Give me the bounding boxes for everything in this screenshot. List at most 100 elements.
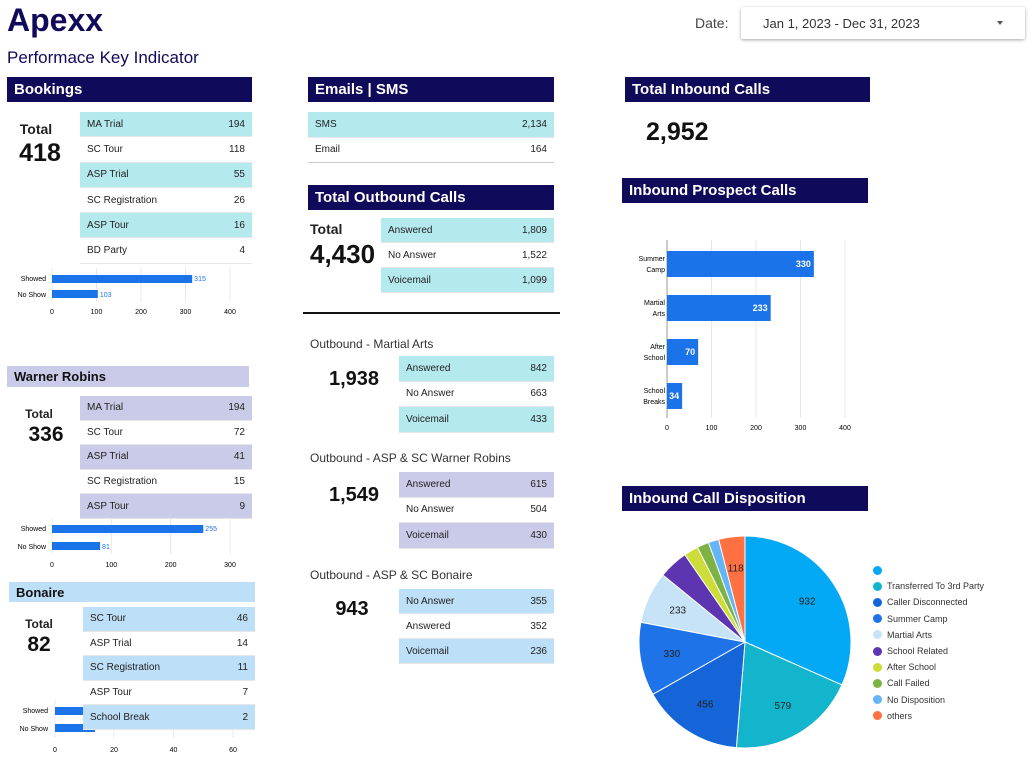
legend-item[interactable]: Martial Arts: [873, 627, 984, 643]
warner-show-chart: Showed No Show 255 81 0 100 200 300: [18, 518, 236, 569]
legend-label: Call Failed: [887, 678, 930, 689]
ob-bonaire-table: No Answer 355 Answered 352 Voicemail 236: [399, 589, 554, 664]
legend-item[interactable]: Caller Disconnected: [873, 594, 984, 610]
table-row: No Answer 504: [399, 498, 554, 523]
legend-swatch-icon: [873, 695, 882, 705]
table-row: SC Registration 26: [80, 188, 252, 214]
legend-swatch-icon: [873, 565, 882, 575]
bar-value-label: 34: [669, 391, 679, 401]
axis-tick: 300: [180, 309, 192, 316]
axis-tick: 200: [135, 309, 147, 316]
table-row: SC Tour 118: [80, 137, 252, 163]
table-row: SMS 2,134: [308, 112, 554, 138]
slice-value-label: 579: [775, 701, 792, 712]
table-row: ASP Trial 41: [80, 445, 252, 470]
bonaire-table: SC Tour 46 ASP Trial 14 SC Registration 11 …: [83, 607, 255, 730]
legend-label: Martial Arts: [887, 629, 933, 640]
outbound-header: Total Outbound Calls: [308, 185, 554, 210]
ob-martial-title: Outbound - Martial Arts: [310, 337, 434, 351]
pie-slice[interactable]: [735, 641, 843, 749]
table-row: No Answer 355: [399, 589, 554, 614]
legend-label: Caller Disconnected: [887, 597, 968, 608]
bar-value-label: 81: [102, 544, 110, 551]
bar-showed: [52, 275, 193, 283]
ob-martial-total: 1,938: [328, 368, 380, 390]
legend-swatch-icon: [873, 678, 882, 688]
legend-item[interactable]: After School: [873, 659, 984, 675]
table-row: ASP Tour 9: [80, 494, 252, 519]
bar-showed: [55, 707, 95, 715]
table-row: Voicemail 430: [399, 523, 554, 549]
legend-swatch-icon: [873, 614, 882, 624]
bar-category-label: No Show: [18, 544, 47, 551]
table-row: ASP Trial 55: [80, 162, 252, 188]
bar-value-label: 255: [205, 526, 217, 533]
legend-item[interactable]: No Disposition: [873, 692, 984, 708]
axis-tick: 100: [706, 425, 718, 432]
date-range-value: Jan 1, 2023 - Dec 31, 2023: [763, 16, 920, 31]
legend-item[interactable]: Transferred To 3rd Party: [873, 578, 984, 594]
legend-item[interactable]: Summer Camp: [873, 611, 984, 627]
warner-total-value: 336: [28, 423, 64, 446]
legend-label: School Related: [887, 646, 949, 657]
table-row: SC Registration 11: [83, 656, 255, 681]
axis-tick: 100: [91, 309, 103, 316]
bar-category-label: Showed: [21, 276, 46, 283]
outbound-table: Answered 1,809 No Answer 1,522 Voicemail 1,…: [381, 218, 554, 293]
table-row: Answered 842: [399, 356, 554, 382]
axis-tick: 300: [795, 425, 807, 432]
legend-swatch-icon: [873, 630, 882, 640]
emails-sms-header: Emails | SMS: [308, 77, 554, 102]
legend-swatch-icon: [873, 662, 882, 672]
table-row: ASP Tour 16: [80, 213, 252, 239]
bar: [667, 339, 699, 365]
inbound-total-value: 2,952: [646, 118, 709, 146]
bar-category-label: No Show: [20, 726, 49, 733]
ob-warner-title: Outbound - ASP & SC Warner Robins: [310, 451, 511, 465]
axis-tick: 60: [229, 747, 237, 754]
pie-slice[interactable]: [744, 535, 852, 686]
pie-slice[interactable]: [717, 535, 746, 643]
axis-tick: 300: [224, 562, 236, 569]
legend-item[interactable]: [873, 562, 984, 578]
axis-tick: 40: [170, 747, 178, 754]
emails-sms-table: SMS 2,134 Email 164: [308, 112, 554, 163]
axis-tick: 100: [105, 562, 117, 569]
pie-slice[interactable]: [652, 641, 746, 749]
bookings-table: MA Trial 194 SC Tour 118 ASP Trial 55 SC Re…: [80, 112, 252, 264]
legend-label: Summer Camp: [887, 613, 948, 624]
table-row: SC Tour 46: [83, 607, 255, 632]
legend-item[interactable]: Call Failed: [873, 675, 984, 691]
legend-item[interactable]: others: [873, 708, 984, 724]
axis-tick: 200: [165, 562, 177, 569]
ob-martial-table: Answered 842 No Answer 663 Voicemail 433: [399, 356, 554, 433]
bookings-total-value: 418: [19, 139, 61, 167]
bar: [667, 383, 683, 409]
legend-item[interactable]: School Related: [873, 643, 984, 659]
category-label: Camp: [646, 267, 665, 274]
axis-tick: 0: [50, 562, 54, 569]
table-row: Email 164: [308, 138, 554, 163]
table-row: BD Party 4: [80, 238, 252, 264]
category-label: Breaks: [643, 399, 665, 406]
chevron-down-icon[interactable]: [997, 21, 1003, 25]
table-row: ASP Trial 14: [83, 632, 255, 657]
warner-table: MA Trial 194 SC Tour 72 ASP Trial 41 SC Reg…: [80, 396, 252, 519]
date-range-picker[interactable]: Jan 1, 2023 - Dec 31, 2023: [741, 7, 1025, 39]
pie-slice[interactable]: [638, 621, 747, 696]
bar-value-label: 103: [100, 292, 112, 299]
table-row: Voicemail 236: [399, 639, 554, 664]
axis-tick: 400: [839, 425, 851, 432]
prospect-header: Inbound Prospect Calls: [622, 178, 868, 203]
table-row: SC Registration 15: [80, 470, 252, 495]
slice-value-label: 456: [697, 700, 714, 711]
ob-warner-table: Answered 615 No Answer 504 Voicemail 430: [399, 472, 554, 549]
axis-tick: 0: [665, 425, 669, 432]
bar-value-label: 315: [194, 276, 206, 283]
category-label: Martial: [644, 300, 665, 307]
table-row: Voicemail 1,099: [381, 268, 554, 293]
brand-title: Apexx: [7, 2, 104, 38]
legend-label: others: [887, 710, 913, 721]
slice-value-label: 330: [663, 649, 680, 660]
bar: [667, 251, 814, 277]
